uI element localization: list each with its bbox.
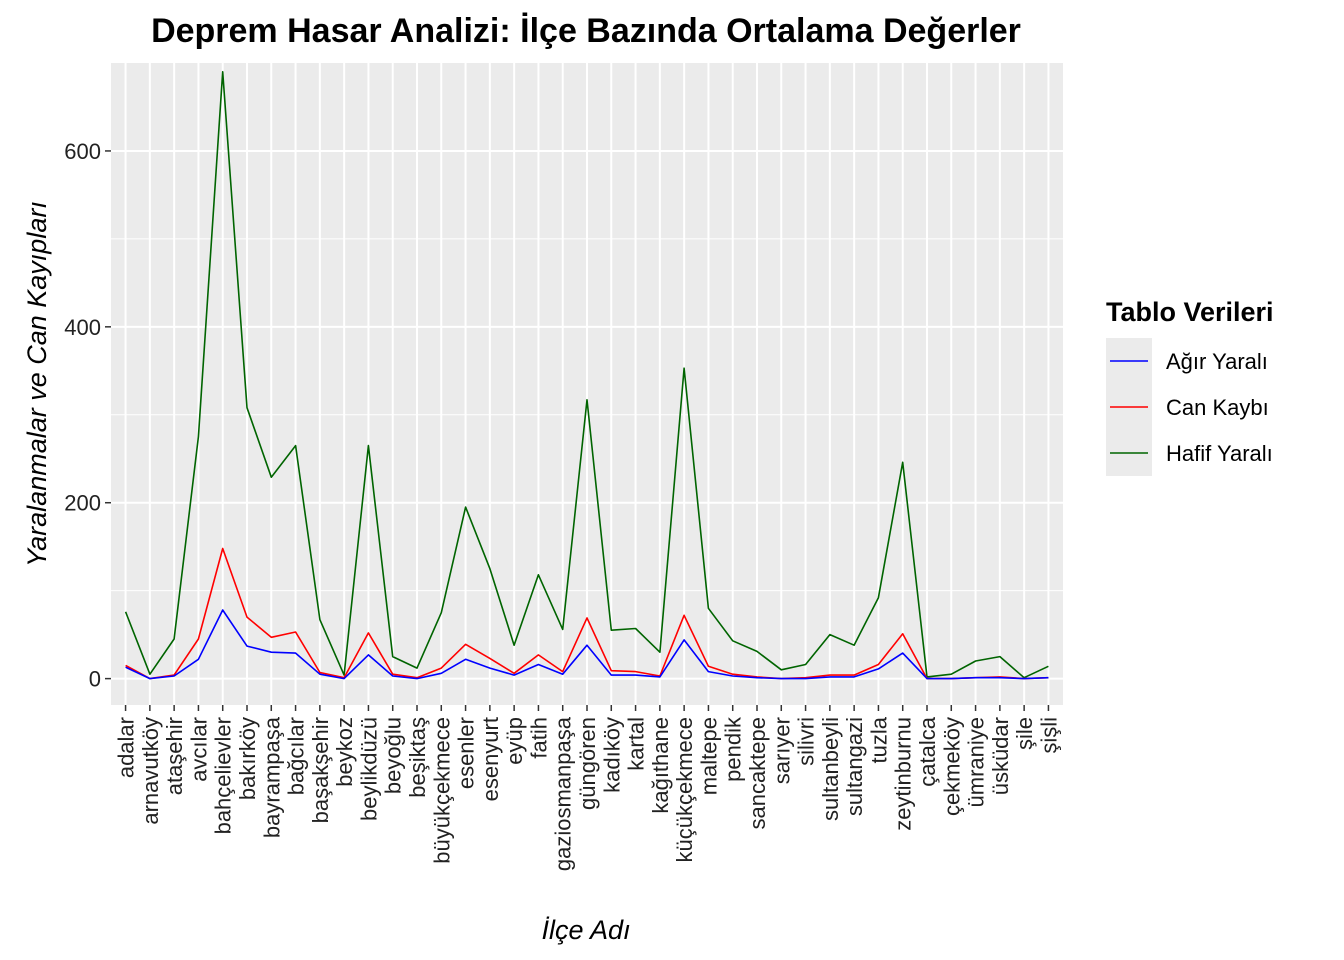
x-tick-label: maltepe <box>696 717 721 795</box>
x-tick-label: beyoğlu <box>381 717 406 794</box>
x-tick-label: bakırköy <box>235 717 260 800</box>
x-tick-label: beykoz <box>332 717 357 787</box>
series-lines <box>124 71 1049 680</box>
x-tick-label: gaziosmanpaşa <box>551 716 576 871</box>
x-tick-label: esenyurt <box>478 717 503 801</box>
x-tick-label: sultangazi <box>842 717 867 816</box>
x-tick-label: büyükçekmece <box>429 717 454 864</box>
x-tick-label: güngören <box>575 717 600 810</box>
grid-lines <box>111 63 1063 705</box>
x-tick-label: ümraniye <box>964 717 989 807</box>
x-tick-label: beşiktaş <box>405 717 430 798</box>
y-tick-label: 400 <box>64 315 101 340</box>
x-tick-label: sancaktepe <box>745 717 770 830</box>
x-tick-label: fatih <box>526 717 551 759</box>
x-tick-label: arnavutköy <box>138 717 163 825</box>
legend-items: Ağır Yaralı Can Kaybı Hafif Yaralı <box>1106 338 1273 476</box>
x-axis: adalar arnavutköy ataşehir avcılar bahçeliev… <box>114 705 1061 871</box>
x-tick-label: çatalca <box>915 716 940 786</box>
x-tick-label: silivri <box>794 717 819 766</box>
x-tick-label: çekmeköy <box>939 717 964 816</box>
x-tick-label: adalar <box>114 717 139 778</box>
y-tick-label: 200 <box>64 491 101 516</box>
y-axis: 0 200 400 600 <box>64 139 111 692</box>
legend-label: Hafif Yaralı <box>1166 441 1273 466</box>
x-tick-label: bahçelievler <box>211 717 236 834</box>
x-tick-label: üsküdar <box>988 717 1013 795</box>
x-tick-label: şişli <box>1036 717 1061 754</box>
x-tick-label: kadıköy <box>599 717 624 793</box>
x-tick-label: beylikdüzü <box>356 717 381 821</box>
chart-title: Deprem Hasar Analizi: İlçe Bazında Ortal… <box>151 12 1021 50</box>
y-tick-label: 0 <box>89 667 101 692</box>
series-line <box>125 547 1049 680</box>
legend: Tablo Verileri Ağır Yaralı Can Kaybı Hafif… <box>1106 297 1274 476</box>
x-tick-label: avcılar <box>186 717 211 782</box>
legend-label: Can Kaybı <box>1166 395 1269 420</box>
legend-title: Tablo Verileri <box>1106 297 1274 327</box>
x-tick-label: kartal <box>624 717 649 771</box>
x-tick-label: bayrampaşa <box>259 716 284 838</box>
x-tick-label: pendik <box>721 716 746 782</box>
x-tick-label: sultanbeyli <box>818 717 843 821</box>
x-tick-label: şile <box>1012 717 1037 750</box>
x-axis-title: İlçe Adı <box>541 915 630 945</box>
x-tick-label: zeytinburnu <box>891 717 916 831</box>
series-line <box>125 609 1049 680</box>
x-tick-label: ataşehir <box>162 717 187 795</box>
legend-label: Ağır Yaralı <box>1166 349 1268 374</box>
x-tick-label: kağıthane <box>648 717 673 814</box>
series-line <box>124 71 1049 679</box>
x-tick-label: başakşehir <box>308 717 333 823</box>
x-tick-label: esenler <box>454 717 479 789</box>
x-tick-label: tuzla <box>866 716 891 763</box>
y-axis-title: Yaralanmalar ve Can Kayıpları <box>22 201 52 567</box>
x-tick-label: eyüp <box>502 717 527 765</box>
y-tick-label: 600 <box>64 139 101 164</box>
x-tick-label: küçükçekmece <box>672 717 697 863</box>
x-tick-label: bağcılar <box>284 717 309 795</box>
x-tick-label: sarıyer <box>769 717 794 784</box>
